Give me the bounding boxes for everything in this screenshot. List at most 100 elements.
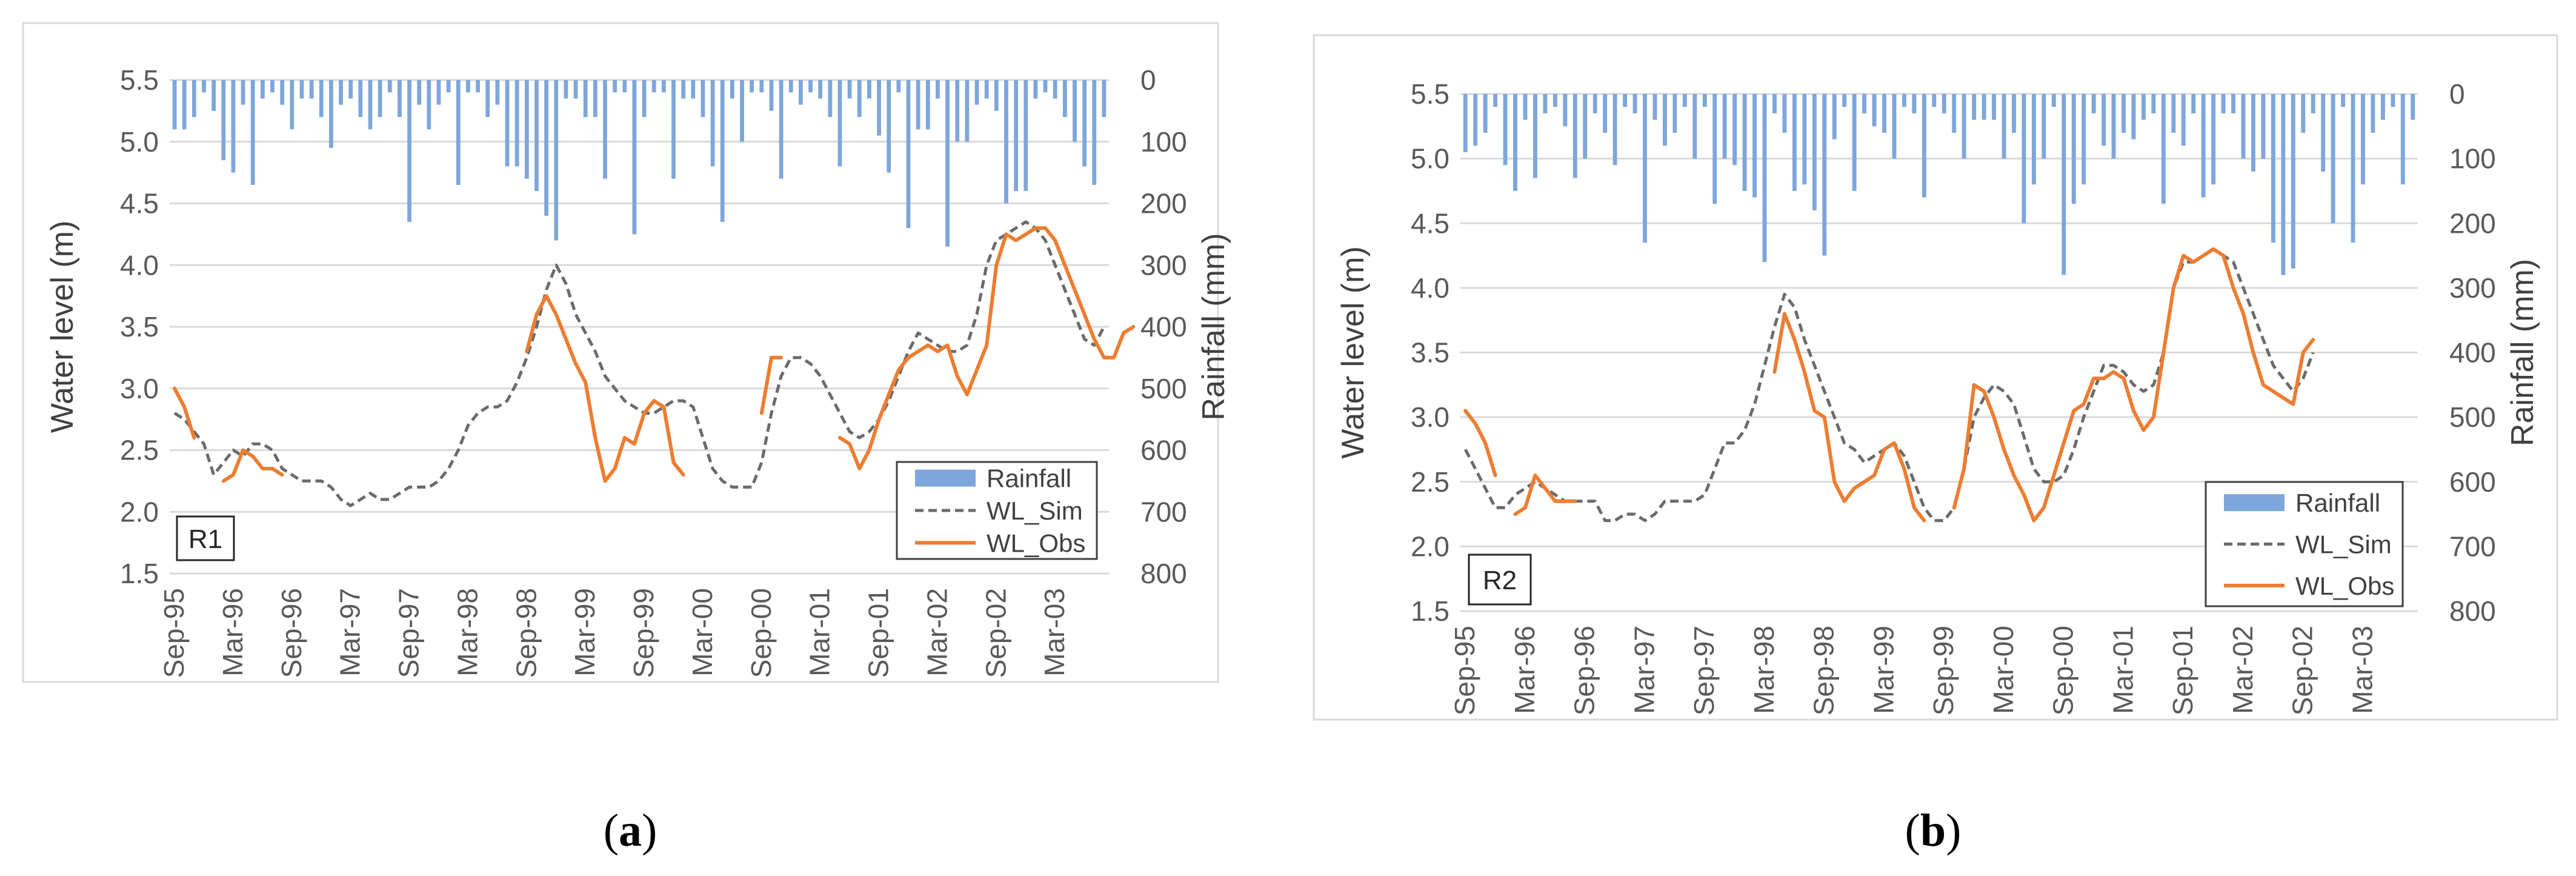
legend-swatch-rainfall (2224, 494, 2285, 512)
legend-label: WL_Sim (2295, 530, 2392, 559)
rainfall-bar (2141, 94, 2146, 120)
y-right-axis-title: Rainfall (mm) (2505, 259, 2540, 446)
rainfall-bar (622, 80, 627, 93)
rainfall-bar (906, 80, 911, 229)
legend-label: WL_Obs (987, 529, 1085, 557)
y-right-tick-label: 400 (1140, 311, 1187, 343)
rainfall-bar (1004, 80, 1008, 204)
wl-obs-line (1952, 247, 2315, 523)
rainfall-bar (1962, 94, 1966, 159)
rainfall-bar (2411, 94, 2415, 120)
x-tick-label: Mar-98 (1748, 626, 1780, 714)
rainfall-bar (2082, 94, 2086, 185)
rainfall-bar (2351, 94, 2355, 243)
legend-label: Rainfall (987, 464, 1071, 493)
rainfall-bar (378, 80, 382, 118)
rainfall-bar (651, 80, 656, 93)
x-tick-label: Sep-99 (1928, 626, 1959, 715)
legend-label: WL_Sim (987, 497, 1083, 525)
x-tick-label: Mar-96 (217, 588, 248, 677)
rainfall-bar (710, 80, 715, 167)
legend-label: WL_Obs (2295, 572, 2394, 600)
rainfall-bar (1832, 94, 1837, 139)
x-tick-label: Mar-02 (2227, 626, 2258, 714)
rainfall-bar (1872, 94, 1877, 127)
rainfall-bar (1523, 94, 1528, 120)
rainfall-bar (260, 80, 265, 99)
rainfall-bar (329, 80, 333, 148)
rainfall-bar (769, 80, 774, 111)
y-left-tick-label: 5.0 (1411, 143, 1449, 175)
x-tick-label: Sep-02 (980, 588, 1011, 678)
rainfall-bar (1603, 94, 1608, 133)
rainfall-bar (446, 80, 451, 93)
y-right-tick-label: 300 (1140, 249, 1187, 281)
wl-obs-line (1463, 409, 1497, 478)
rainfall-bar (2311, 94, 2315, 113)
rainfall-bar (231, 80, 236, 173)
rainfall-bar (2091, 94, 2096, 113)
y-right-tick-label: 600 (1140, 435, 1187, 466)
rainfall-bar (172, 80, 177, 130)
rainfall-bar (2042, 94, 2046, 159)
rainfall-bar (593, 80, 597, 118)
rainfall-bar (1082, 80, 1087, 167)
rainfall-bar (1503, 94, 1508, 166)
y-right-tick-label: 100 (2449, 143, 2496, 175)
rainfall-bar (1882, 94, 1886, 133)
y-right-axis-title: Rainfall (mm) (1196, 233, 1231, 420)
x-tick-label: Mar-97 (334, 588, 366, 677)
x-tick-label: Mar-01 (2107, 626, 2138, 714)
panel-caption: (a) (604, 805, 657, 856)
rainfall-bar (1972, 94, 1977, 120)
rainfall-bar (2002, 94, 2006, 159)
x-tick-label: Mar-00 (687, 588, 718, 677)
rainfall-bar (1672, 94, 1677, 133)
rainfall-bar (290, 80, 295, 130)
wl-obs-line (1513, 473, 1577, 517)
y-left-tick-label: 1.5 (120, 558, 159, 589)
panel-id-box (176, 515, 235, 561)
panel-id-label: R2 (1483, 566, 1517, 595)
rainfall-bar (1593, 94, 1597, 113)
panel-b: 5.5 5.0 4.5 4.0 3.5 3.0 2.5 2.0 1.5 0 100 200 300 400… (1313, 34, 2558, 856)
rainfall-bar (750, 80, 754, 93)
rainfall-bar (1892, 94, 1897, 159)
rainfall-bar (1612, 94, 1617, 166)
y-right-tick-label: 700 (2449, 530, 2496, 562)
rainfall-bar (877, 80, 881, 136)
rainfall-bar (2011, 94, 2016, 133)
rainfall-bar (495, 80, 500, 105)
wl-obs-line (838, 226, 1136, 470)
y-left-axis-title: Water level (m) (45, 221, 80, 433)
x-tick-label: Mar-01 (804, 588, 836, 677)
rainfall-bar (2171, 94, 2176, 133)
rainfall-bar (1862, 94, 1867, 113)
rainfall-bar (2181, 94, 2186, 146)
x-tick-label: Mar-99 (569, 588, 601, 677)
rainfall-bar (701, 80, 705, 118)
x-tick-label: Sep-96 (1569, 626, 1600, 715)
rainfall-bar (2380, 94, 2385, 120)
x-tick-label: Sep-97 (1688, 626, 1720, 715)
rainfall-bar (583, 80, 588, 118)
rainfall-bar (925, 80, 930, 130)
rainfall-bar (1483, 94, 1488, 133)
x-tick-label: Sep-95 (1449, 626, 1480, 715)
rainfall-bar (211, 80, 216, 111)
y-left-tick-label: 2.0 (1411, 530, 1449, 562)
rainfall-bar (182, 80, 187, 130)
rainfall-bar (847, 80, 852, 99)
rainfall-bar (779, 80, 784, 179)
rainfall-bar (476, 80, 480, 93)
chart-frame (1313, 34, 2558, 721)
rainfall-bar (319, 80, 324, 118)
rainfall-bar (1632, 94, 1637, 113)
rainfall-bar (407, 80, 411, 222)
panel-a: 5.5 5.0 4.5 4.0 3.5 3.0 2.5 2.0 1.5 0 100 200 300 400… (22, 22, 1231, 856)
rainfall-bar (524, 80, 529, 179)
x-tick-label: Sep-96 (276, 588, 307, 678)
rainfall-bar (720, 80, 725, 222)
y-left-tick-label: 4.0 (120, 249, 159, 281)
y-right-tick-label: 400 (2449, 337, 2496, 369)
